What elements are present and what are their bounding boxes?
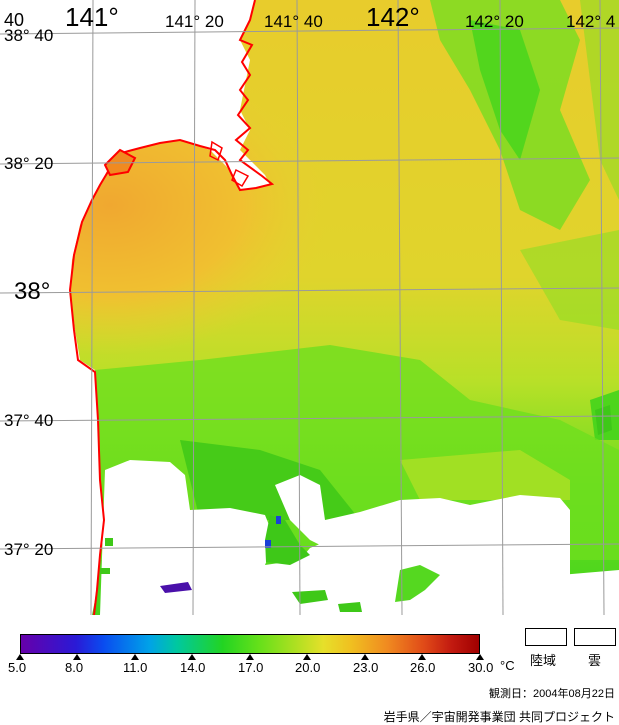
colorbar-tick-label: 14.0 — [180, 660, 206, 675]
colorbar-tick-mark — [418, 654, 426, 660]
colorbar-tick-label: 8.0 — [65, 660, 84, 675]
cool-water-patch — [470, 20, 540, 160]
colorbar-tick-label: 11.0 — [123, 660, 148, 675]
coastline — [68, 0, 275, 615]
lon-label-3: 142° — [366, 2, 420, 32]
colorbar-tick-mark — [188, 654, 196, 660]
sea-surface-temperature-map: 141° 141° 20 141° 40 142° 142° 20 142° 4 40 3… — [0, 0, 619, 615]
lon-label-2: 141° 40 — [264, 12, 323, 31]
land-area — [0, 0, 270, 615]
colorbar-tick-label: 20.0 — [295, 660, 321, 675]
sst-island — [395, 565, 440, 602]
observation-date: 観測日：2004年08月22日 — [489, 688, 615, 700]
sst-island — [160, 582, 192, 593]
lat-label-38-20: 38° 20 — [4, 154, 54, 173]
cloud-label: 雲 — [588, 653, 602, 668]
sst-island — [265, 540, 271, 548]
colorbar-tick-label: 5.0 — [8, 660, 27, 675]
corner-label: 40 — [4, 10, 25, 30]
colorbar-tick-mark — [73, 654, 81, 660]
colorbar-tick-mark — [361, 654, 369, 660]
lat-label-37-40: 37° 40 — [4, 411, 54, 430]
graticule — [0, 0, 619, 615]
cool-water-patch — [520, 230, 619, 330]
sst-island — [105, 538, 113, 546]
coastline-islet — [231, 168, 250, 188]
colorbar-tick-label: 17.0 — [238, 660, 264, 675]
lon-label-4: 142° 20 — [465, 12, 524, 31]
credit-line: 岩手県／宇宙開発事業団 共同プロジェクト — [383, 710, 615, 724]
colorbar-tick-label: 26.0 — [410, 660, 436, 675]
lon-label-1: 141° 20 — [165, 12, 224, 31]
colorbar-tick-mark — [476, 654, 484, 660]
lon-label-0: 141° — [65, 2, 119, 32]
sst-island — [338, 602, 362, 612]
lat-label-37-20: 37° 20 — [4, 540, 54, 559]
sst-island — [595, 405, 612, 435]
sst-island — [265, 515, 310, 565]
cloud-mask — [275, 475, 570, 575]
colorbar-tick-label: 23.0 — [353, 660, 379, 675]
colorbar-tick-mark — [246, 654, 254, 660]
sst-island — [292, 590, 328, 604]
cloud-swatch — [574, 628, 616, 646]
cool-water-patch — [580, 0, 619, 200]
unit-label: °C — [500, 658, 515, 673]
colorbar-tick-mark — [303, 654, 311, 660]
cool-water-band — [400, 450, 570, 500]
map-canvas — [0, 0, 619, 615]
lat-label-38: 38° — [14, 278, 51, 305]
sst-island — [100, 568, 110, 574]
coastline-islet — [209, 140, 223, 162]
land-swatch — [525, 628, 567, 646]
land-label: 陸域 — [530, 653, 557, 668]
colorbar-tick-mark — [131, 654, 139, 660]
colorbar-tick-mark — [16, 654, 24, 660]
lon-label-5: 142° 4 — [566, 12, 616, 31]
cloud-mask — [100, 460, 619, 615]
temperature-colorbar — [20, 634, 480, 654]
lat-label-38-40: 38° 40 — [4, 26, 54, 45]
sst-island — [276, 516, 281, 524]
colorbar-tick-label: 30.0 — [468, 660, 494, 675]
